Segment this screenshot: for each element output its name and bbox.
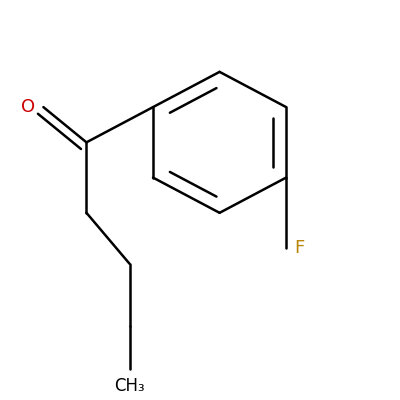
- Text: F: F: [294, 239, 304, 257]
- Text: O: O: [22, 98, 36, 116]
- Text: CH₃: CH₃: [114, 377, 145, 395]
